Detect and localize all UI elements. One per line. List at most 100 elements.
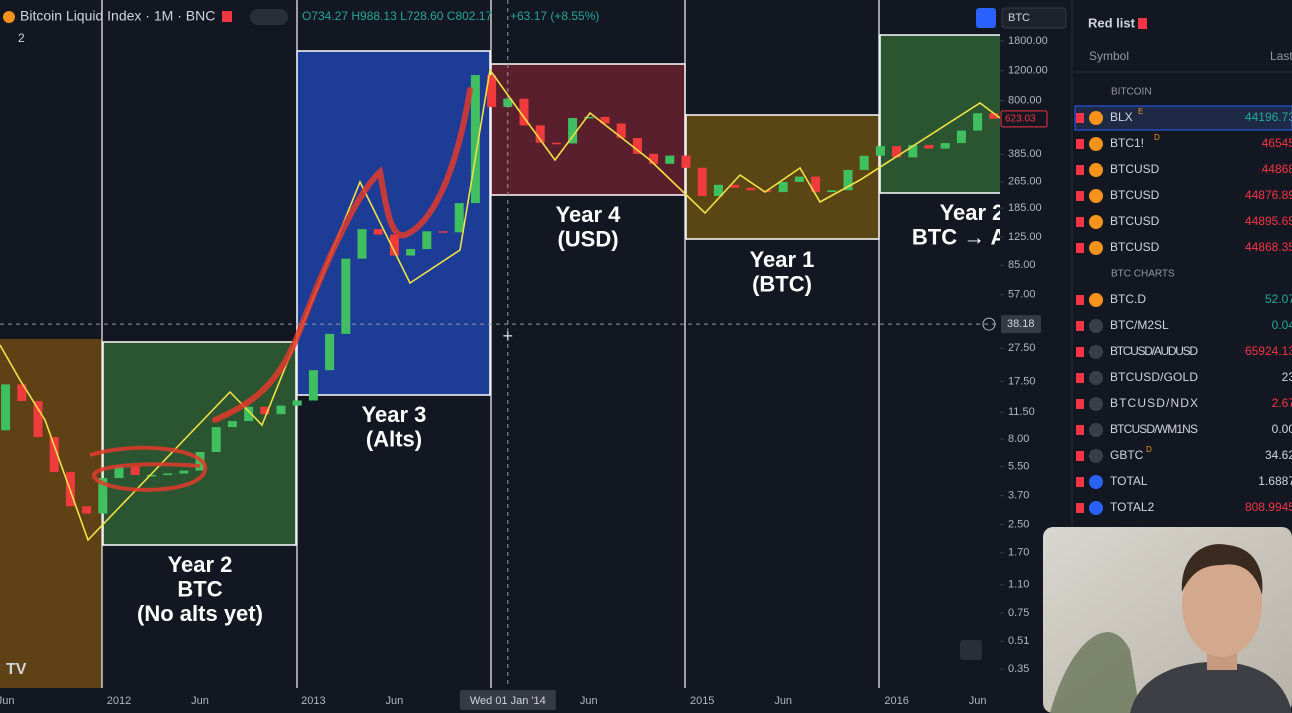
candle (924, 144, 934, 149)
crosshair-plus[interactable] (982, 317, 996, 331)
x-tick-label: Jun (191, 695, 209, 707)
symbol[interactable]: TOTAL2 (1110, 500, 1155, 514)
symbol[interactable]: BTCUSD (1110, 214, 1160, 228)
y-tick-label: 1.10 (1008, 579, 1029, 591)
header: Bitcoin Liquid Index · 1M · BNC O734.27 … (3, 7, 1067, 678)
flag (1076, 295, 1084, 305)
candle (632, 138, 642, 154)
status-pill[interactable] (250, 9, 288, 25)
candle (487, 75, 497, 108)
flag (1076, 347, 1084, 357)
x-tick-label: 2013 (301, 695, 325, 707)
candle (875, 146, 885, 156)
y-tick-label: 185.00 (1008, 202, 1042, 214)
section-header[interactable]: BTC CHARTS (1111, 269, 1175, 280)
flag (1076, 165, 1084, 175)
last-value: 1.6887 (1258, 474, 1292, 488)
flag (1076, 399, 1084, 409)
zone-label: Year 2 (168, 552, 233, 577)
symbol-badge: D (1154, 133, 1160, 142)
candle (227, 421, 237, 428)
candle (746, 187, 756, 191)
symbol-icon (1089, 449, 1103, 463)
scroll-button[interactable] (960, 640, 982, 660)
symbol[interactable]: BTCUSD/GOLD (1110, 370, 1198, 384)
candle (811, 176, 821, 193)
flag (1076, 139, 1084, 149)
candle (551, 142, 561, 145)
symbol[interactable]: BLX (1110, 110, 1133, 124)
y-tick-label: 1800.00 (1008, 35, 1048, 47)
x-tick-label: 2012 (107, 695, 131, 707)
last-value: 2.67 (1272, 396, 1292, 410)
y-tick-label: 2.50 (1008, 518, 1029, 530)
x-tick-label: Jun (580, 695, 598, 707)
flag (1076, 451, 1084, 461)
watchlist-title[interactable]: Red list (1088, 15, 1136, 30)
candle (956, 130, 966, 144)
symbol-icon (1089, 319, 1103, 333)
candle (568, 118, 578, 144)
indicator-count[interactable]: 2 (18, 31, 25, 45)
symbol[interactable]: BTCUSD (1110, 162, 1160, 176)
hand-drawn-line (212, 87, 473, 423)
candle (33, 401, 43, 438)
zone-label: (BTC) (752, 271, 812, 296)
last-value: 0.04 (1272, 318, 1292, 332)
flag (1076, 113, 1084, 123)
symbol[interactable]: BTC/M2SL (1110, 318, 1169, 332)
symbol[interactable]: BTCUSD (1110, 188, 1160, 202)
candle (260, 406, 270, 415)
ohlc: O734.27 H988.13 L728.60 C802.17 (302, 9, 492, 23)
symbol-icon (1089, 423, 1103, 437)
symbol[interactable]: GBTC (1110, 448, 1144, 462)
last-price: 623.03 (1005, 114, 1036, 125)
symbol[interactable]: BTCUSD/NDX (1110, 396, 1198, 410)
face (1182, 553, 1262, 657)
candle (503, 98, 513, 108)
x-tick-label: Jun (0, 695, 14, 707)
symbol-icon (1089, 163, 1103, 177)
candle (940, 143, 950, 149)
webcam (1043, 527, 1292, 713)
y-tick-label: 17.50 (1008, 375, 1036, 387)
candle (308, 370, 318, 401)
x-tick-label: 2015 (690, 695, 714, 707)
last-value: 44868 (1262, 162, 1292, 176)
symbol[interactable]: BTC1! (1110, 136, 1144, 150)
symbol[interactable]: BTCUSD/AUDUSD (1110, 344, 1198, 358)
candle (341, 258, 351, 334)
candle (584, 116, 594, 119)
flag (222, 11, 232, 22)
section-header[interactable]: BITCOIN (1111, 87, 1152, 98)
y-tick-label: 265.00 (1008, 176, 1042, 188)
symbol[interactable]: BTC.D (1110, 292, 1146, 306)
y-tick-label: 8.00 (1008, 433, 1029, 445)
y-tick-label: 385.00 (1008, 148, 1042, 160)
symbol[interactable]: BTCUSD/WM1NS (1110, 422, 1198, 436)
candle (49, 437, 59, 473)
candle (1, 384, 11, 431)
flag (1076, 321, 1084, 331)
currency: BTC (1008, 12, 1030, 24)
candle (713, 184, 723, 197)
y-tick-label: 1200.00 (1008, 65, 1048, 77)
y-tick-label: 1.70 (1008, 547, 1029, 559)
symbol[interactable]: BTCUSD (1110, 240, 1160, 254)
currency-select[interactable] (1001, 7, 1067, 29)
last-value: 44868.35 (1245, 240, 1292, 254)
sync-button[interactable] (976, 8, 996, 28)
candle (730, 184, 740, 188)
symbol-badge: D (1146, 445, 1152, 454)
y-tick-label: 57.00 (1008, 289, 1036, 301)
flag (1076, 191, 1084, 201)
zone (490, 63, 686, 196)
symbol-icon (1089, 371, 1103, 385)
candle (535, 125, 545, 143)
candle (357, 229, 367, 259)
symbol-icon (1089, 137, 1103, 151)
shirt (1130, 661, 1292, 713)
candle (146, 474, 156, 477)
symbol[interactable]: TOTAL (1110, 474, 1148, 488)
zone-label: (USD) (557, 226, 618, 251)
